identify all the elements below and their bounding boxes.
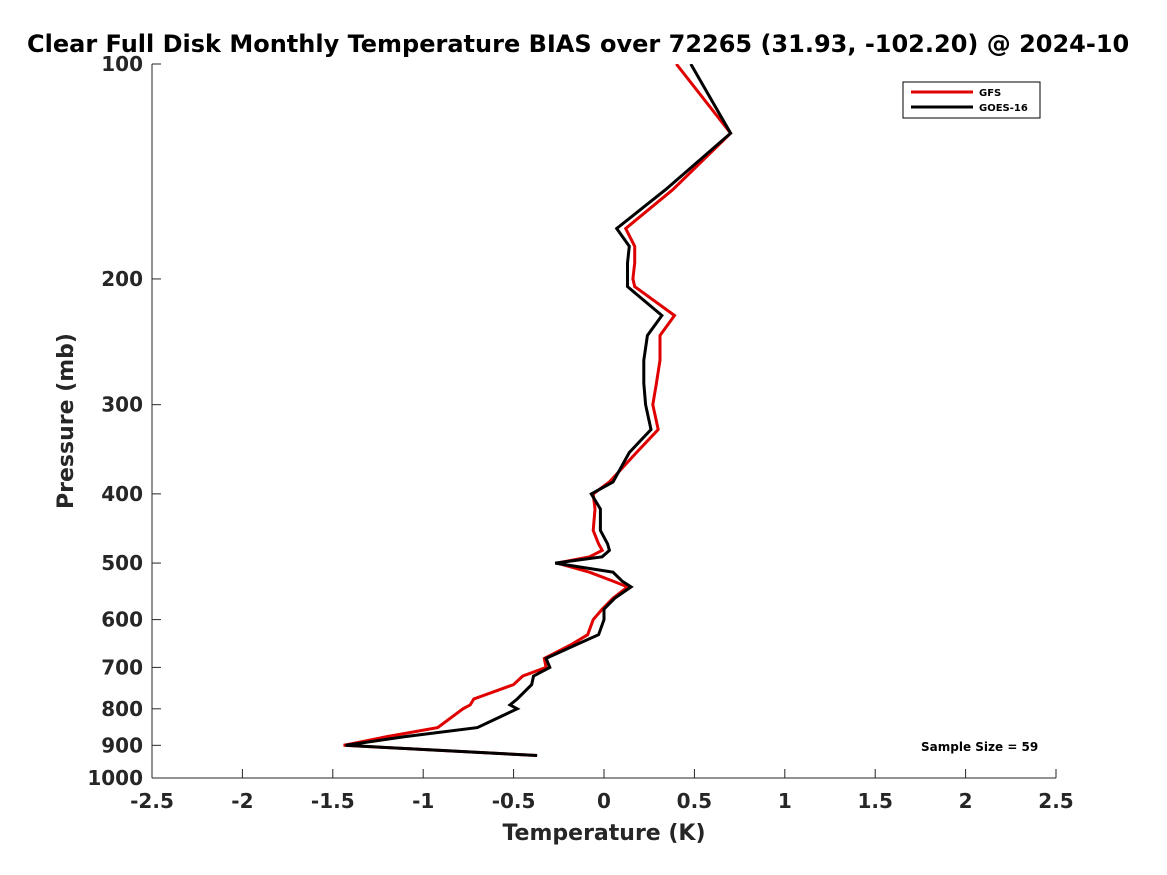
legend: GFS GOES-16 — [902, 81, 1041, 119]
y-tick-label: 100 — [101, 52, 143, 76]
chart-title: Clear Full Disk Monthly Temperature BIAS… — [27, 30, 1129, 58]
x-tick-label: 0.5 — [677, 789, 712, 813]
y-tick-label: 1000 — [87, 766, 143, 790]
y-tick-label: 600 — [101, 608, 143, 632]
x-tick-label: -2.5 — [130, 789, 174, 813]
x-tick-label: -1.5 — [311, 789, 355, 813]
x-tick-label: 0 — [597, 789, 611, 813]
x-tick-label: -1 — [412, 789, 434, 813]
x-tick-label: 1.5 — [857, 789, 892, 813]
y-tick-label: 900 — [101, 733, 143, 757]
x-tick-label: -2 — [231, 789, 253, 813]
y-tick-label: 300 — [101, 393, 143, 417]
y-tick-label: 200 — [101, 267, 143, 291]
y-axis-label: Pressure (mb) — [54, 333, 79, 509]
x-axis-label: Temperature (K) — [502, 821, 705, 846]
y-tick-label: 400 — [101, 482, 143, 506]
plot-area: -2.5 -2 -1.5 -1 -0.5 0 0.5 1 1.5 2 2.5 100 200 300 400… — [87, 52, 1073, 813]
y-tick-label: 800 — [101, 697, 143, 721]
legend-entry-label: GFS — [979, 88, 1001, 99]
sample-size-annotation: Sample Size = 59 — [921, 740, 1038, 754]
legend-box — [902, 81, 1041, 119]
y-tick-label: 500 — [101, 551, 143, 575]
x-tick-label: 2 — [959, 789, 973, 813]
x-tick-label: 1 — [778, 789, 792, 813]
series-line-goes-16 — [345, 64, 733, 757]
x-tick-label: 2.5 — [1038, 789, 1073, 813]
legend-entry-label: GOES-16 — [979, 103, 1028, 114]
x-tick-label: -0.5 — [492, 789, 536, 813]
series-line-gfs — [343, 64, 733, 757]
y-tick-label: 700 — [101, 655, 143, 679]
